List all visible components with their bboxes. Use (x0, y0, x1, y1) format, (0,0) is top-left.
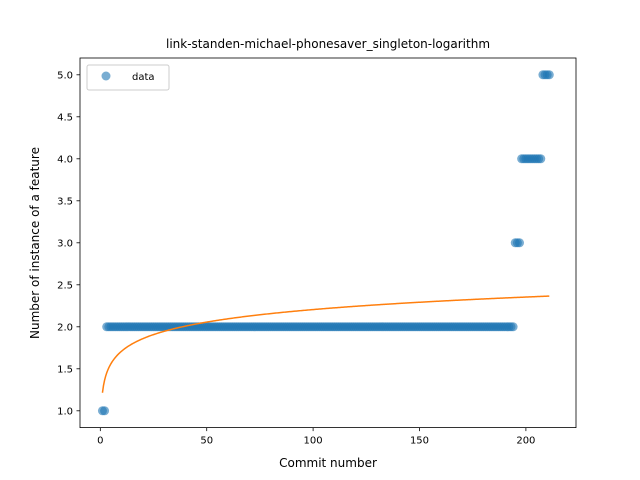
legend-marker (101, 71, 111, 81)
y-tick-label: 4.5 (57, 112, 73, 123)
x-tick-label: 150 (410, 436, 429, 447)
data-point (100, 406, 110, 416)
data-point (515, 238, 525, 248)
y-axis-label: Number of instance of a feature (28, 147, 42, 339)
y-tick-label: 5.0 (57, 70, 73, 81)
data-point (508, 322, 518, 332)
x-axis: 0 50 100 150 200 (97, 427, 535, 447)
fit-line (101, 295, 550, 393)
data-point (536, 154, 546, 164)
y-tick-label: 3.5 (57, 196, 73, 207)
y-axis: 1.0 1.5 2.0 2.5 3.0 3.5 4.0 4.5 5.0 (57, 70, 80, 417)
y-tick-label: 3.0 (57, 238, 73, 249)
y-tick-label: 4.0 (57, 154, 73, 165)
x-axis-label: Commit number (279, 456, 377, 470)
x-tick-label: 100 (304, 436, 323, 447)
chart-title: link-standen-michael-phonesaver_singleto… (166, 37, 490, 51)
data-point (544, 70, 554, 80)
x-tick-label: 50 (200, 436, 213, 447)
x-tick-label: 0 (97, 436, 103, 447)
legend-box (86, 64, 170, 91)
legend: data (86, 64, 170, 91)
y-tick-label: 2.5 (57, 280, 73, 291)
y-tick-label: 1.0 (57, 406, 73, 417)
legend-label-data: data (132, 72, 155, 83)
y-tick-label: 2.0 (57, 322, 73, 333)
x-tick-label: 200 (516, 436, 535, 447)
plot-area (97, 70, 554, 416)
y-tick-label: 1.5 (57, 364, 73, 375)
